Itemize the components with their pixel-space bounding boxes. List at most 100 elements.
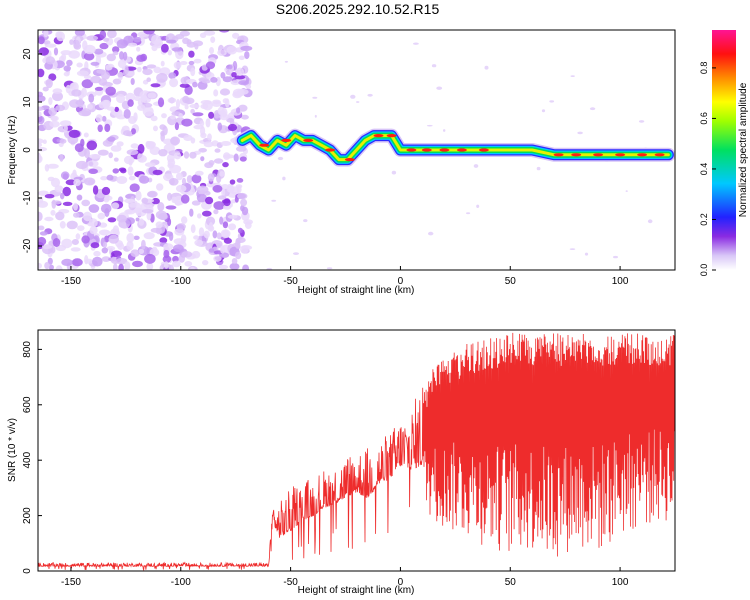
noise-blob xyxy=(171,47,183,52)
noise-blob xyxy=(245,84,252,90)
noise-blob xyxy=(188,60,195,66)
noise-blob xyxy=(213,209,219,215)
noise-blob xyxy=(71,239,79,245)
noise-blob xyxy=(236,185,242,194)
noise-blob xyxy=(207,133,212,141)
noise-blob xyxy=(75,233,81,240)
noise-blob xyxy=(213,201,225,210)
noise-blob xyxy=(166,39,177,44)
noise-blob xyxy=(108,152,113,159)
noise-blob xyxy=(190,224,196,234)
noise-blob xyxy=(55,265,63,270)
noise-blob xyxy=(136,54,146,62)
noise-blob xyxy=(123,130,132,137)
noise-blob xyxy=(63,124,68,133)
noise-blob xyxy=(196,193,207,203)
signal-peak xyxy=(478,148,489,152)
noise-blob xyxy=(179,61,188,65)
noise-blob xyxy=(184,97,195,105)
snr-series-line xyxy=(38,332,675,571)
noise-blob xyxy=(83,177,96,186)
noise-blob xyxy=(44,216,54,222)
noise-blob xyxy=(220,141,232,146)
noise-speck xyxy=(570,75,575,77)
noise-blob xyxy=(170,136,181,146)
noise-blob xyxy=(222,76,233,83)
noise-speck xyxy=(367,93,373,97)
noise-speck xyxy=(443,129,446,132)
noise-blob xyxy=(189,104,200,109)
noise-blob xyxy=(38,106,45,111)
noise-blob xyxy=(124,198,135,204)
noise-blob xyxy=(98,229,111,236)
noise-blob xyxy=(144,162,156,168)
noise-blob xyxy=(223,154,235,159)
noise-blob xyxy=(138,248,145,254)
signal-peak xyxy=(637,153,648,157)
noise-blob xyxy=(234,240,241,249)
noise-blob xyxy=(126,149,139,156)
noise-blob xyxy=(223,237,232,244)
noise-blob xyxy=(83,52,95,61)
noise-speck xyxy=(326,267,333,270)
noise-blob xyxy=(59,120,72,127)
noise-blob xyxy=(240,114,249,120)
noise-blob xyxy=(191,200,201,206)
noise-blob xyxy=(208,222,214,231)
noise-blob xyxy=(168,264,174,270)
noise-blob xyxy=(123,109,131,119)
noise-blob xyxy=(244,51,250,60)
noise-blob xyxy=(179,83,190,88)
noise-blob xyxy=(219,88,231,96)
spectrogram-xtick-label: 0 xyxy=(398,276,404,287)
noise-blob xyxy=(45,78,53,89)
noise-speck xyxy=(638,120,645,123)
noise-blob xyxy=(227,123,238,132)
noise-blob xyxy=(88,161,94,167)
snr-ytick-label: 600 xyxy=(22,396,33,413)
noise-blob xyxy=(125,209,133,215)
noise-blob xyxy=(200,132,207,139)
noise-blob xyxy=(129,183,140,192)
noise-blob xyxy=(198,148,207,153)
noise-blob xyxy=(38,36,45,45)
signal-peak xyxy=(303,138,314,142)
noise-blob xyxy=(149,146,161,155)
noise-blob xyxy=(167,218,172,226)
snr-ytick-label: 800 xyxy=(22,341,33,358)
noise-speck xyxy=(282,176,286,181)
noise-blob xyxy=(226,185,235,193)
noise-blob xyxy=(116,176,128,184)
noise-blob xyxy=(222,162,229,168)
noise-speck xyxy=(431,64,437,68)
noise-blob xyxy=(136,66,142,73)
noise-blob xyxy=(194,239,204,247)
noise-blob xyxy=(89,154,101,159)
noise-blob xyxy=(102,99,111,108)
spectrogram-xtick-label: 50 xyxy=(505,276,517,287)
noise-blob xyxy=(132,260,143,268)
noise-blob xyxy=(238,55,245,61)
noise-blob xyxy=(235,67,244,77)
noise-blob xyxy=(38,190,49,196)
signal-peak xyxy=(281,138,292,142)
noise-blob xyxy=(153,125,158,132)
noise-blob xyxy=(174,122,179,131)
noise-blob xyxy=(59,221,66,229)
snr-xtick-label: -150 xyxy=(61,577,81,588)
noise-blob xyxy=(151,34,161,45)
noise-blob xyxy=(158,149,168,157)
noise-blob xyxy=(176,223,186,231)
noise-blob xyxy=(72,169,77,178)
noise-blob xyxy=(142,106,154,117)
noise-blob xyxy=(84,255,89,265)
noise-blob xyxy=(117,71,124,78)
noise-blob xyxy=(220,245,226,254)
noise-blob xyxy=(227,214,238,219)
noise-blob xyxy=(137,104,146,111)
noise-blob xyxy=(84,148,90,159)
noise-blob xyxy=(172,260,181,268)
noise-blob xyxy=(101,247,109,254)
noise-blob xyxy=(228,223,237,231)
noise-speck xyxy=(466,212,471,215)
